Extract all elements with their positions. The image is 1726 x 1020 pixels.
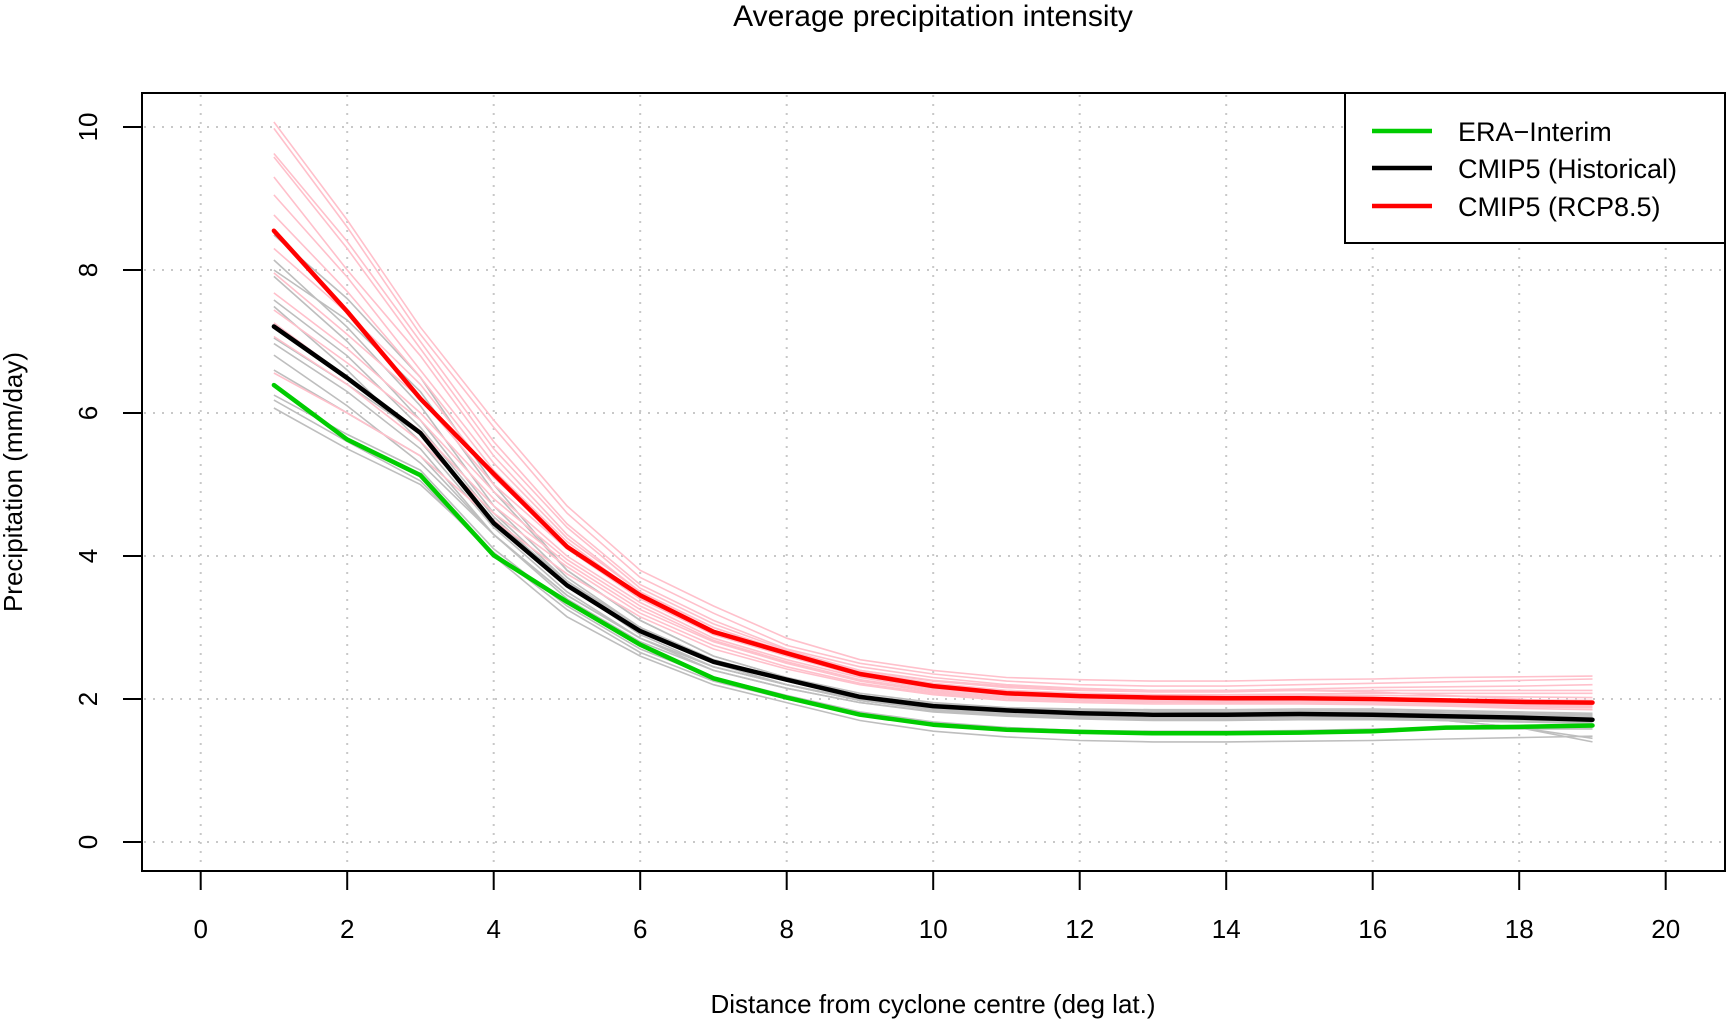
historical-member-line-2 xyxy=(273,275,1593,725)
rcp85-member-line-2 xyxy=(273,152,1593,692)
y-axis-label: Precipitation (mm/day) xyxy=(0,352,28,612)
rcp85-member-line-13 xyxy=(273,176,1593,693)
rcp85-member-line-10 xyxy=(273,335,1593,709)
x-axis: 0 2 4 6 8 10 12 14 16 18 20 xyxy=(193,871,1680,944)
x-tick-label: 10 xyxy=(919,914,948,944)
rcp85-member-line-11 xyxy=(273,372,1593,709)
x-tick-label: 12 xyxy=(1065,914,1094,944)
chart-title: Average precipitation intensity xyxy=(733,0,1133,33)
y-axis: 0 2 4 6 8 10 xyxy=(73,113,142,849)
rcp85-member-line-1 xyxy=(273,127,1593,687)
y-tick-label: 4 xyxy=(73,549,103,563)
legend: ERA−Interim CMIP5 (Historical) CMIP5 (RCP8… xyxy=(1344,92,1726,244)
era-interim-line xyxy=(271,382,1595,736)
x-tick-label: 8 xyxy=(779,914,793,944)
y-tick-label: 8 xyxy=(73,263,103,277)
x-tick-label: 20 xyxy=(1651,914,1680,944)
cmip5-historical-line xyxy=(271,324,1595,722)
x-tick-label: 16 xyxy=(1358,914,1387,944)
historical-member-line-0 xyxy=(273,234,1593,723)
y-tick-label: 10 xyxy=(73,113,103,142)
x-tick-label: 6 xyxy=(633,914,647,944)
rcp85-member-line-4 xyxy=(273,194,1593,699)
rcp85-member-line-0 xyxy=(273,121,1593,682)
legend-label-1: CMIP5 (Historical) xyxy=(1458,154,1677,184)
x-tick-label: 14 xyxy=(1212,914,1241,944)
y-tick-label: 0 xyxy=(73,835,103,849)
y-tick-label: 2 xyxy=(73,692,103,706)
cmip5-rcp85-line xyxy=(271,228,1595,705)
x-tick-label: 18 xyxy=(1505,914,1534,944)
x-tick-label: 4 xyxy=(486,914,500,944)
y-tick-label: 6 xyxy=(73,406,103,420)
x-tick-label: 0 xyxy=(193,914,207,944)
mean-series xyxy=(271,228,1595,736)
historical-member-line-12 xyxy=(273,369,1593,719)
legend-label-0: ERA−Interim xyxy=(1458,117,1612,147)
legend-label-2: CMIP5 (RCP8.5) xyxy=(1458,192,1661,222)
x-axis-label: Distance from cyclone centre (deg lat.) xyxy=(710,989,1155,1019)
rcp85-member-line-9 xyxy=(273,322,1593,711)
x-tick-label: 2 xyxy=(340,914,354,944)
